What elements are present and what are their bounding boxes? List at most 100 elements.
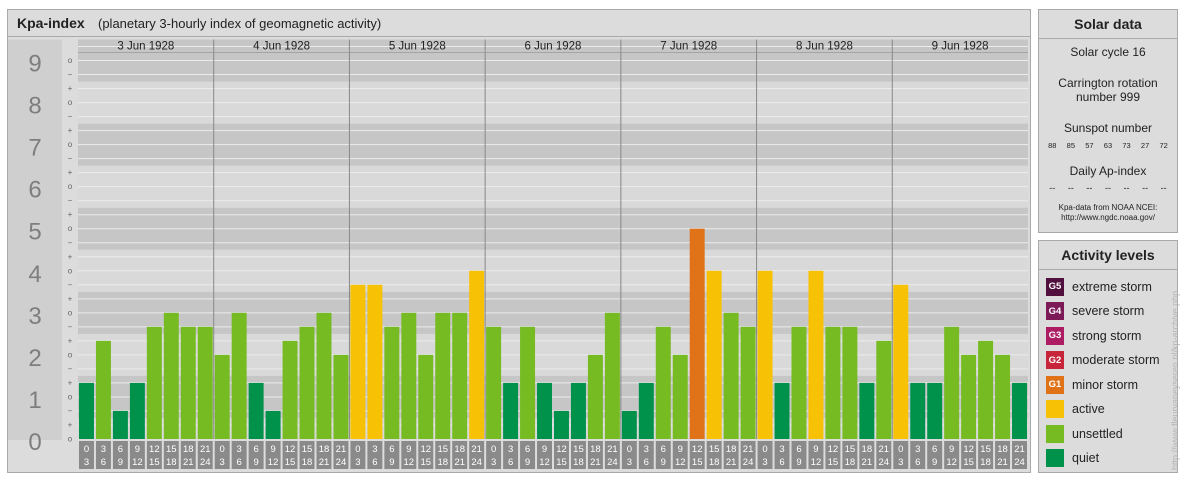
interval-start-label: 21 — [879, 444, 890, 455]
kp-bar — [1012, 382, 1027, 439]
interval-box — [503, 441, 519, 469]
kp-bar — [112, 410, 128, 439]
kp-bar — [248, 382, 264, 439]
activity-level-minor-storm: G1 minor storm — [1046, 375, 1177, 394]
ap-value: -- — [1067, 183, 1074, 193]
interval-start-label: 3 — [101, 444, 106, 455]
activity-label: strong storm — [1072, 328, 1142, 343]
sunspot-label: Sunspot number — [1063, 121, 1153, 135]
interval-start-label: 18 — [726, 444, 737, 455]
interval-box — [740, 441, 756, 469]
interval-start-label: 18 — [590, 444, 601, 455]
y-tick-label: 4 — [28, 261, 41, 288]
interval-box — [554, 441, 569, 469]
activity-levels-panel: Activity levels G5 extreme storm G4 severe … — [1038, 240, 1178, 473]
activity-swatch: G1 — [1046, 375, 1064, 394]
ap-value: -- — [1104, 183, 1111, 193]
interval-start-label: 3 — [508, 444, 513, 455]
y-tick-label: 1 — [28, 387, 41, 414]
interval-end-label: 9 — [932, 457, 937, 468]
interval-start-label: 6 — [932, 444, 937, 455]
chart-title-bar: Kpa-index (planetary 3-hourly index of g… — [8, 10, 1030, 37]
interval-end-label: 24 — [471, 457, 482, 468]
activity-swatch — [1046, 449, 1064, 467]
activity-swatch: G2 — [1046, 351, 1064, 369]
source-link[interactable]: http://www.ngdc.noaa.gov/ — [1061, 213, 1155, 222]
kp-bar — [282, 340, 298, 439]
kp-bar — [757, 270, 773, 439]
interval-end-label: 12 — [946, 457, 957, 468]
kp-bar — [978, 340, 994, 439]
sub-tick-label: + — [68, 126, 73, 135]
interval-end-label: 15 — [556, 457, 567, 468]
kp-bar — [961, 354, 977, 439]
interval-end-label: 6 — [779, 457, 784, 468]
chart-subtitle: (planetary 3-hourly index of geomagnetic… — [98, 16, 382, 31]
activity-label: severe storm — [1072, 304, 1145, 318]
interval-box — [214, 441, 230, 469]
interval-box — [367, 441, 383, 469]
interval-box — [316, 441, 332, 469]
interval-end-label: 15 — [420, 457, 431, 468]
interval-start-label: 18 — [183, 444, 194, 455]
interval-box — [231, 441, 247, 469]
day-label: 4 Jun 1928 — [253, 41, 310, 53]
kp-bar — [520, 326, 536, 439]
interval-box — [570, 441, 586, 469]
sub-tick-label: + — [68, 210, 73, 219]
kp-bar — [791, 326, 807, 439]
interval-box — [723, 441, 739, 469]
kp-bar — [774, 382, 790, 439]
interval-box — [706, 441, 722, 469]
interval-box — [672, 441, 688, 469]
interval-end-label: 24 — [200, 457, 211, 468]
interval-end-label: 15 — [285, 457, 296, 468]
interval-start-label: 21 — [336, 444, 347, 455]
kp-bar — [706, 270, 722, 439]
interval-end-label: 21 — [997, 457, 1008, 468]
activity-levels-list: G5 extreme storm G4 severe storm G3 strong st… — [1039, 277, 1177, 468]
interval-start-label: 3 — [915, 444, 920, 455]
interval-box — [95, 441, 111, 469]
interval-end-label: 6 — [644, 457, 649, 468]
sub-tick-label: + — [68, 294, 73, 303]
activity-swatch: G4 — [1046, 302, 1064, 320]
y-tick-label: 6 — [28, 177, 41, 204]
interval-box — [350, 441, 366, 469]
interval-box — [197, 441, 213, 469]
sub-tick-label: + — [68, 336, 73, 345]
interval-start-label: 9 — [678, 444, 683, 455]
interval-start-label: 6 — [661, 444, 666, 455]
sub-tick-label: − — [68, 154, 73, 163]
sub-tick-label: o — [68, 392, 73, 401]
kp-bar — [333, 354, 349, 439]
kp-bar — [604, 312, 620, 439]
interval-box — [808, 441, 824, 469]
interval-box — [655, 441, 671, 469]
interval-end-label: 15 — [149, 457, 160, 468]
interval-end-label: 9 — [661, 457, 666, 468]
activity-level-strong-storm: G3 strong storm — [1046, 326, 1177, 345]
interval-start-label: 12 — [692, 444, 703, 455]
interval-box — [927, 441, 943, 469]
interval-end-label: 12 — [811, 457, 822, 468]
interval-box — [1012, 441, 1027, 469]
interval-start-label: 0 — [220, 444, 225, 455]
sub-tick-label: o — [68, 266, 73, 275]
interval-box — [129, 441, 145, 469]
kp-bar — [214, 354, 230, 439]
interval-start-label: 9 — [406, 444, 411, 455]
interval-start-label: 9 — [135, 444, 140, 455]
interval-start-label: 12 — [963, 444, 974, 455]
activity-level-unsettled: unsettled — [1046, 424, 1177, 443]
kp-bar — [79, 382, 94, 439]
sub-tick-label: − — [68, 196, 73, 205]
kp-bar — [367, 284, 383, 439]
kp-bar — [146, 326, 162, 439]
interval-end-label: 18 — [166, 457, 177, 468]
kp-bar — [384, 326, 400, 439]
ap-values: -- -- -- -- -- -- -- — [1039, 183, 1177, 193]
interval-box — [978, 441, 994, 469]
sunspot-value: 73 — [1122, 141, 1131, 150]
interval-start-label: 0 — [762, 444, 767, 455]
